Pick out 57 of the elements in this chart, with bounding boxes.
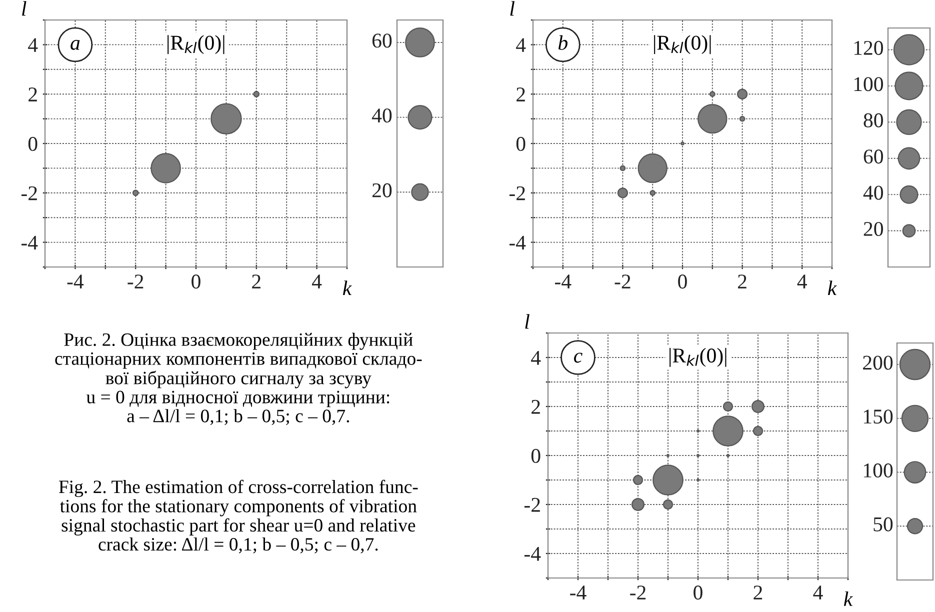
y-tick-label: -2 <box>524 498 540 512</box>
text: |R$_{kl}$(0)| <box>168 35 224 54</box>
legend-label: 50 <box>874 517 893 532</box>
y-tick-label: 2 <box>532 400 540 414</box>
legend-label: 100 <box>864 463 893 478</box>
y-tick-label: -2 <box>509 186 525 200</box>
y-tick-label: -2 <box>21 186 37 200</box>
x-tick-label: 2 <box>754 586 762 600</box>
legend-label: 60 <box>372 34 392 48</box>
y-tick-label: -4 <box>21 236 38 250</box>
y-tick-label: 0 <box>531 448 540 463</box>
y-tick-label: 4 <box>516 38 526 52</box>
y-tick-label: 2 <box>516 88 525 102</box>
y-axis-title: l <box>510 1 515 16</box>
x-axis-title: k <box>844 591 853 606</box>
x-tick-label: 4 <box>312 274 322 288</box>
legend-label: 20 <box>864 222 884 236</box>
legend-label: 20 <box>372 183 392 198</box>
x-tick-label: -4 <box>67 274 84 288</box>
annotation: c <box>574 352 582 363</box>
x-tick-label: 0 <box>694 586 702 600</box>
legend-label: 100 <box>854 77 884 92</box>
text: |R$_{kl}$(0)| <box>670 348 726 367</box>
y-tick-label: -4 <box>509 236 526 250</box>
legend-label: 60 <box>864 150 884 164</box>
y-axis-title: l <box>525 314 530 329</box>
y-tick-label: 2 <box>28 88 37 102</box>
annotation: b <box>558 35 568 50</box>
x-tick-label: -4 <box>570 586 586 600</box>
caption: Fig. 2. The estimation of cross-correlation func- tions for the stationary components of vibration signal stochastic part for shear u=0 and relative crack size: Δl/l = 0,1; b – 0,5; c – 0,7. <box>58 480 418 554</box>
legend-label: 40 <box>372 108 392 123</box>
legend-label: 150 <box>864 410 893 424</box>
legend-label: 80 <box>864 113 884 128</box>
text: |R$_{kl}$(0)| <box>654 35 711 54</box>
x-tick-label: 0 <box>192 274 200 289</box>
legend-label: 120 <box>854 40 884 55</box>
x-tick-label: -2 <box>630 586 646 600</box>
x-tick-label: 4 <box>813 586 823 600</box>
y-tick-label: 4 <box>531 351 541 365</box>
annotation: a <box>70 40 80 50</box>
y-tick-label: -4 <box>524 547 541 561</box>
y-tick-label: 4 <box>28 38 38 52</box>
y-tick-label: 0 <box>28 136 38 151</box>
x-tick-label: 4 <box>797 274 807 288</box>
x-tick-label: 2 <box>738 274 746 288</box>
y-tick-label: 0 <box>516 136 526 151</box>
x-tick-label: 0 <box>678 274 687 289</box>
legend-label: 200 <box>863 356 893 370</box>
x-tick-label: 2 <box>252 274 260 288</box>
y-axis-title: l <box>22 1 26 16</box>
x-tick-label: -2 <box>614 274 630 288</box>
x-axis-title: k <box>342 280 352 296</box>
x-tick-label: -4 <box>555 274 572 288</box>
text: Рис. 2. Оцінка взаємокореляційних функцій стаціонарних компонентів випадкової складо- вої вібраційного сигналу за зсуву u = 0 для відносної довжини тріщини: a – Δl/l = 0,1; b – 0,5; c – 0,7. <box>55 332 422 426</box>
legend-label: 40 <box>863 186 884 200</box>
x-tick-label: -2 <box>128 274 144 288</box>
x-axis-title: k <box>828 280 837 296</box>
